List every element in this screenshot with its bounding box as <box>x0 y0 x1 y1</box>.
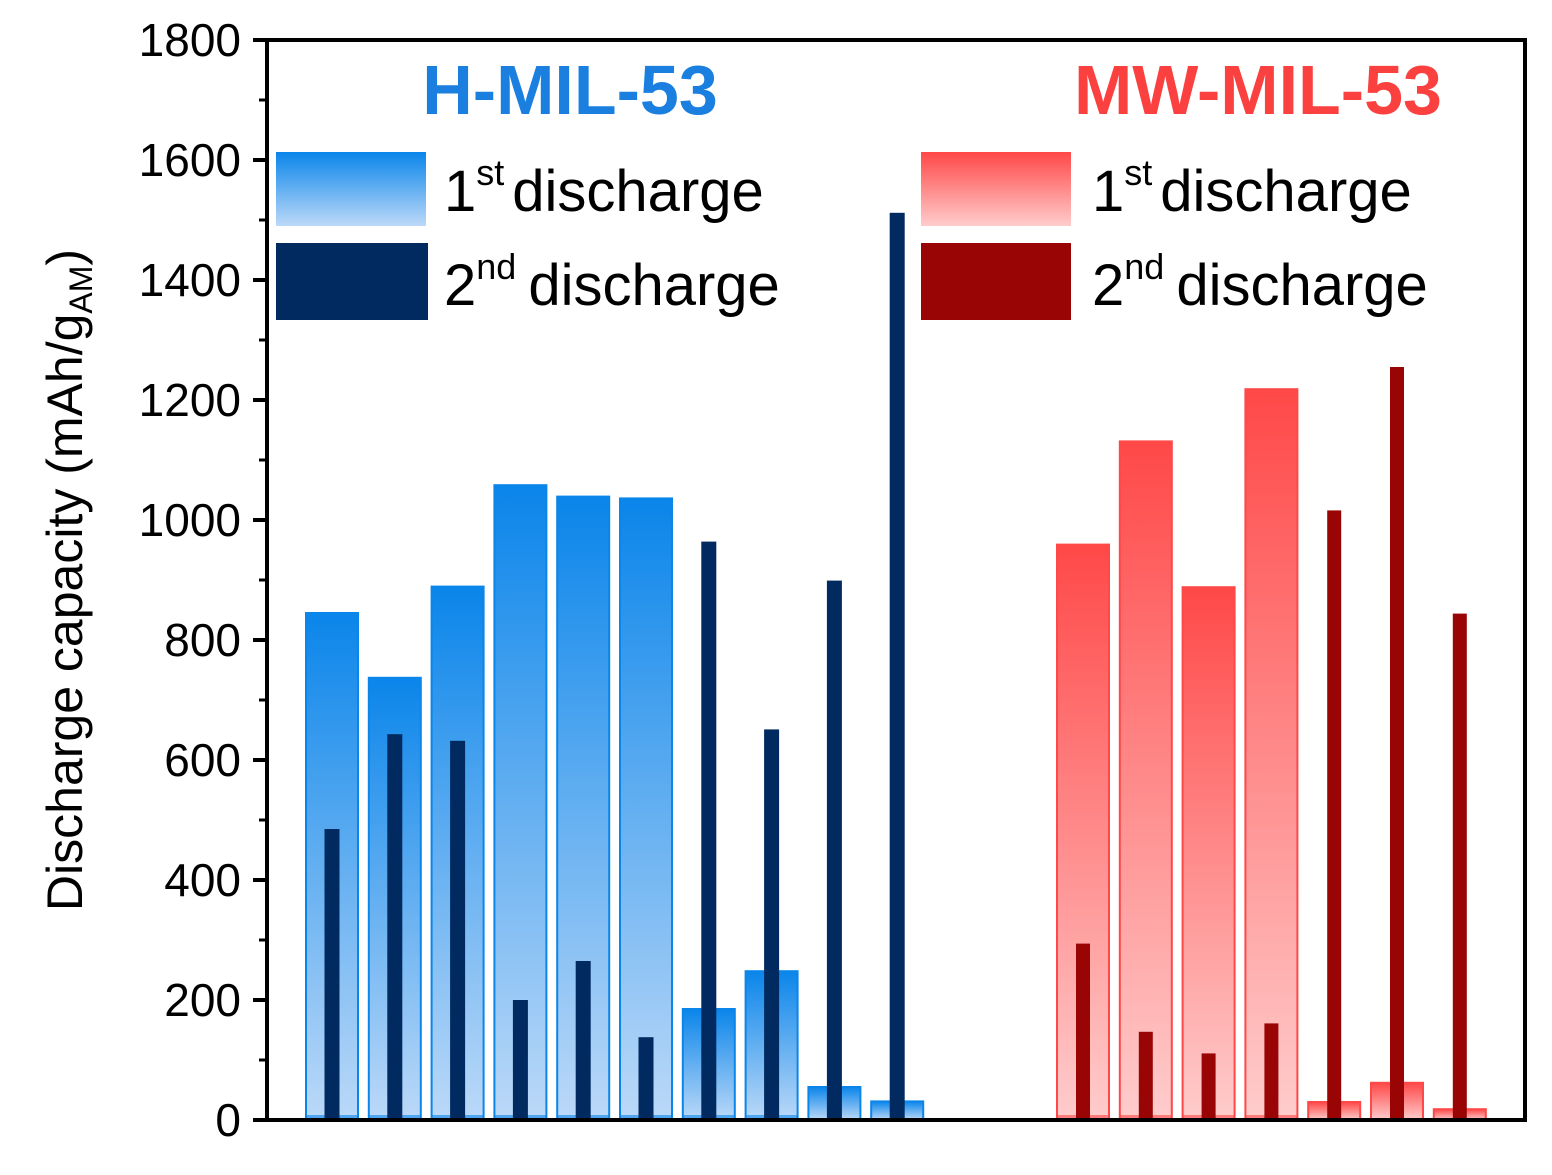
bar-mw-2nd-1 <box>1076 943 1090 1120</box>
bar-mw-2nd-6 <box>1390 367 1404 1120</box>
legend-swatch-mw-1st <box>921 152 1071 226</box>
y-tick-label: 200 <box>164 974 241 1026</box>
legend-swatch-h-1st <box>276 152 426 226</box>
legend-sup-h-1st: st <box>476 152 504 193</box>
legend-text-mw-2nd: discharge <box>1176 253 1427 318</box>
bars-layer <box>305 212 1487 1122</box>
y-tick-label: 1800 <box>139 14 241 66</box>
y-tick-label: 1200 <box>139 374 241 426</box>
legend-label-mw-1st: 1st discharge <box>1092 152 1412 224</box>
legend-prefix-h-1st: 1 <box>444 159 476 224</box>
legend-sup-mw-2nd: nd <box>1124 246 1164 287</box>
bar-h-2nd-6 <box>638 1037 654 1120</box>
y-tick-label: 1400 <box>139 254 241 306</box>
legend-label-mw-2nd: 2nd discharge <box>1092 246 1428 318</box>
legend-prefix-mw-1st: 1 <box>1092 159 1124 224</box>
legend-sup-h-2nd: nd <box>476 246 516 287</box>
legend-h-mil-53: 1st discharge 2nd discharge <box>276 152 780 320</box>
y-axis-title: Discharge capacity (mAh/gAM) <box>37 249 99 911</box>
bar-mw-2nd-5 <box>1327 510 1342 1120</box>
legend-swatch-h-2nd <box>276 243 428 320</box>
legend-swatch-mw-2nd <box>921 243 1071 320</box>
bar-mw-1st-2 <box>1118 440 1173 1121</box>
legend-text-h-1st: discharge <box>512 159 763 224</box>
y-axis-title-main: Discharge capacity (mAh/g <box>37 314 93 911</box>
bar-mw-2nd-3 <box>1201 1053 1216 1120</box>
y-axis-title-subscript: AM <box>63 266 99 314</box>
bar-h-2nd-9 <box>826 580 842 1120</box>
legend-label-h-1st: 1st discharge <box>444 152 764 224</box>
y-tick-label: 800 <box>164 614 241 666</box>
bar-h-1st-6 <box>619 497 673 1121</box>
bar-h-2nd-10 <box>889 212 905 1121</box>
y-tick-label: 0 <box>215 1094 241 1146</box>
legend-text-mw-1st: discharge <box>1160 159 1411 224</box>
y-tick-label: 600 <box>164 734 241 786</box>
bar-h-2nd-4 <box>512 1000 528 1120</box>
legend-label-h-2nd: 2nd discharge <box>444 246 780 318</box>
group-title-h-mil-53: H-MIL-53 <box>422 51 718 129</box>
y-tick-label: 1600 <box>139 134 241 186</box>
bar-mw-2nd-7 <box>1452 613 1467 1120</box>
legend-text-h-2nd: discharge <box>528 253 779 318</box>
bar-h-2nd-5 <box>575 961 591 1120</box>
legend-mw-mil-53: 1st discharge 2nd discharge <box>921 152 1428 320</box>
bar-h-2nd-1 <box>324 829 340 1120</box>
legend-sup-mw-1st: st <box>1124 152 1152 193</box>
bar-mw-2nd-4 <box>1264 1023 1279 1120</box>
bar-mw-1st-3 <box>1181 586 1236 1121</box>
legend-prefix-h-2nd: 2 <box>444 253 476 318</box>
group-title-mw-mil-53: MW-MIL-53 <box>1074 51 1442 129</box>
y-tick-label: 400 <box>164 854 241 906</box>
legend-prefix-mw-2nd: 2 <box>1092 253 1124 318</box>
y-axis: 0 200 400 600 800 1000 1200 1400 1600 1800 <box>139 14 267 1146</box>
y-axis-title-close: ) <box>37 249 93 266</box>
bar-h-2nd-3 <box>450 740 466 1120</box>
bar-h-2nd-8 <box>764 729 780 1120</box>
bar-h-2nd-7 <box>701 541 717 1120</box>
y-tick-label: 1000 <box>139 494 241 546</box>
bar-mw-2nd-2 <box>1138 1031 1153 1120</box>
bar-mw-1st-4 <box>1244 388 1299 1121</box>
bar-h-2nd-2 <box>387 734 403 1120</box>
